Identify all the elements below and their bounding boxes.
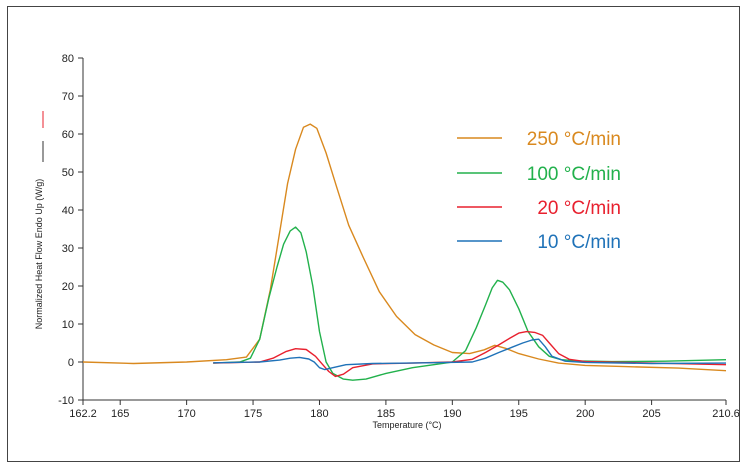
y-tick-label: 50 bbox=[62, 167, 74, 179]
x-tick-label: 185 bbox=[377, 408, 395, 420]
x-tick-label: 170 bbox=[177, 408, 195, 420]
y-tick-label: 70 bbox=[62, 91, 74, 103]
x-tick-label: 180 bbox=[310, 408, 328, 420]
series-line-4 bbox=[213, 338, 727, 371]
legend-label-1: 250 °C/min bbox=[527, 129, 621, 150]
x-tick-label: 175 bbox=[244, 408, 262, 420]
legend: 250 °C/min 100 °C/min 20 °C/min 10 °C/min bbox=[457, 129, 621, 253]
series-line-1 bbox=[82, 123, 727, 372]
series-layer bbox=[82, 123, 727, 381]
y-axis-label: Normalized Heat Flow Endo Up (W/g) bbox=[34, 179, 44, 330]
legend-label-4: 10 °C/min bbox=[537, 232, 621, 253]
y-tick-label: 0 bbox=[68, 357, 74, 369]
series-line-2 bbox=[213, 226, 727, 381]
x-tick-label: 162.2 bbox=[69, 408, 97, 420]
x-axis-label: Temperature (°C) bbox=[372, 420, 441, 430]
chart-frame: -10 0 10 20 30 40 50 60 70 80 162.2 165 170 175 180 185… bbox=[7, 6, 740, 462]
x-tick-label: 190 bbox=[443, 408, 461, 420]
y-tick-label: 40 bbox=[62, 205, 74, 217]
y-tick-label: -10 bbox=[58, 395, 74, 407]
y-tick-label: 60 bbox=[62, 129, 74, 141]
line-chart: -10 0 10 20 30 40 50 60 70 80 162.2 165 170 175 180 185… bbox=[34, 53, 739, 430]
ticks: -10 0 10 20 30 40 50 60 70 80 162.2 165 170 175 180 185… bbox=[58, 53, 739, 420]
axes bbox=[82, 58, 726, 401]
y-tick-label: 10 bbox=[62, 319, 74, 331]
legend-label-2: 100 °C/min bbox=[527, 164, 621, 185]
x-tick-label: 210.6 bbox=[712, 408, 739, 420]
x-tick-label: 205 bbox=[642, 408, 660, 420]
legend-label-3: 20 °C/min bbox=[537, 198, 621, 219]
x-tick-label: 195 bbox=[510, 408, 528, 420]
y-tick-label: 30 bbox=[62, 243, 74, 255]
y-tick-label: 80 bbox=[62, 53, 74, 65]
x-tick-label: 165 bbox=[111, 408, 129, 420]
x-tick-label: 200 bbox=[576, 408, 594, 420]
y-tick-label: 20 bbox=[62, 281, 74, 293]
